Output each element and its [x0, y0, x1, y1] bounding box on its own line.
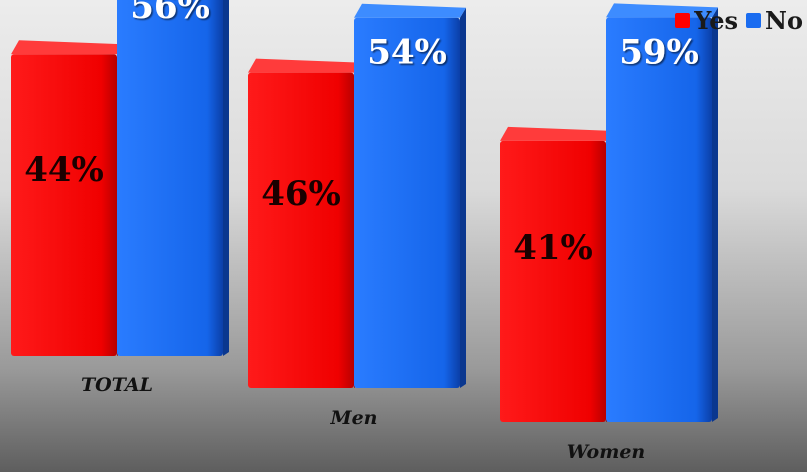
- chart-legend: Yes No: [675, 6, 803, 35]
- bar-no-men: [354, 3, 466, 388]
- bar-front-no-women: [606, 17, 712, 423]
- bar-top-no-men: [354, 3, 466, 18]
- bar-side-no-men: [460, 7, 466, 388]
- category-label-men: Men: [330, 407, 378, 429]
- bar-top-no-women: [606, 3, 718, 18]
- data-label-no-total: 56%: [130, 0, 210, 27]
- data-label-yes-total: 44%: [24, 150, 104, 190]
- bar-yes-total: [11, 40, 123, 357]
- category-label-women: Women: [567, 441, 645, 463]
- bar-front-no-men: [354, 17, 460, 388]
- legend-label-no: No: [765, 6, 803, 35]
- data-label-no-men: 54%: [367, 33, 447, 73]
- bar-side-no-women: [712, 7, 718, 423]
- data-label-yes-men: 46%: [261, 174, 341, 214]
- data-label-no-women: 59%: [619, 32, 699, 72]
- bar-side-no-total: [223, 0, 229, 356]
- bar-top-yes-women: [500, 126, 612, 141]
- bar-yes-men: [248, 58, 360, 389]
- data-label-yes-women: 41%: [513, 228, 593, 268]
- legend-swatch-yes: [675, 13, 691, 28]
- category-label-total: TOTAL: [81, 374, 153, 396]
- bar-no-total: [117, 0, 229, 356]
- bar-top-yes-total: [11, 40, 123, 55]
- bar-yes-women: [500, 126, 612, 422]
- bar-front-no-total: [117, 0, 223, 356]
- bar-top-yes-men: [248, 58, 360, 73]
- bar-no-women: [606, 3, 718, 423]
- bar-front-yes-women: [500, 140, 606, 422]
- bar-front-yes-men: [248, 72, 354, 389]
- legend-swatch-no: [746, 13, 762, 28]
- legend-item-yes: Yes: [675, 6, 738, 35]
- legend-label-yes: Yes: [694, 6, 739, 35]
- legend-item-no: No: [746, 6, 803, 35]
- bar-front-yes-total: [11, 54, 117, 357]
